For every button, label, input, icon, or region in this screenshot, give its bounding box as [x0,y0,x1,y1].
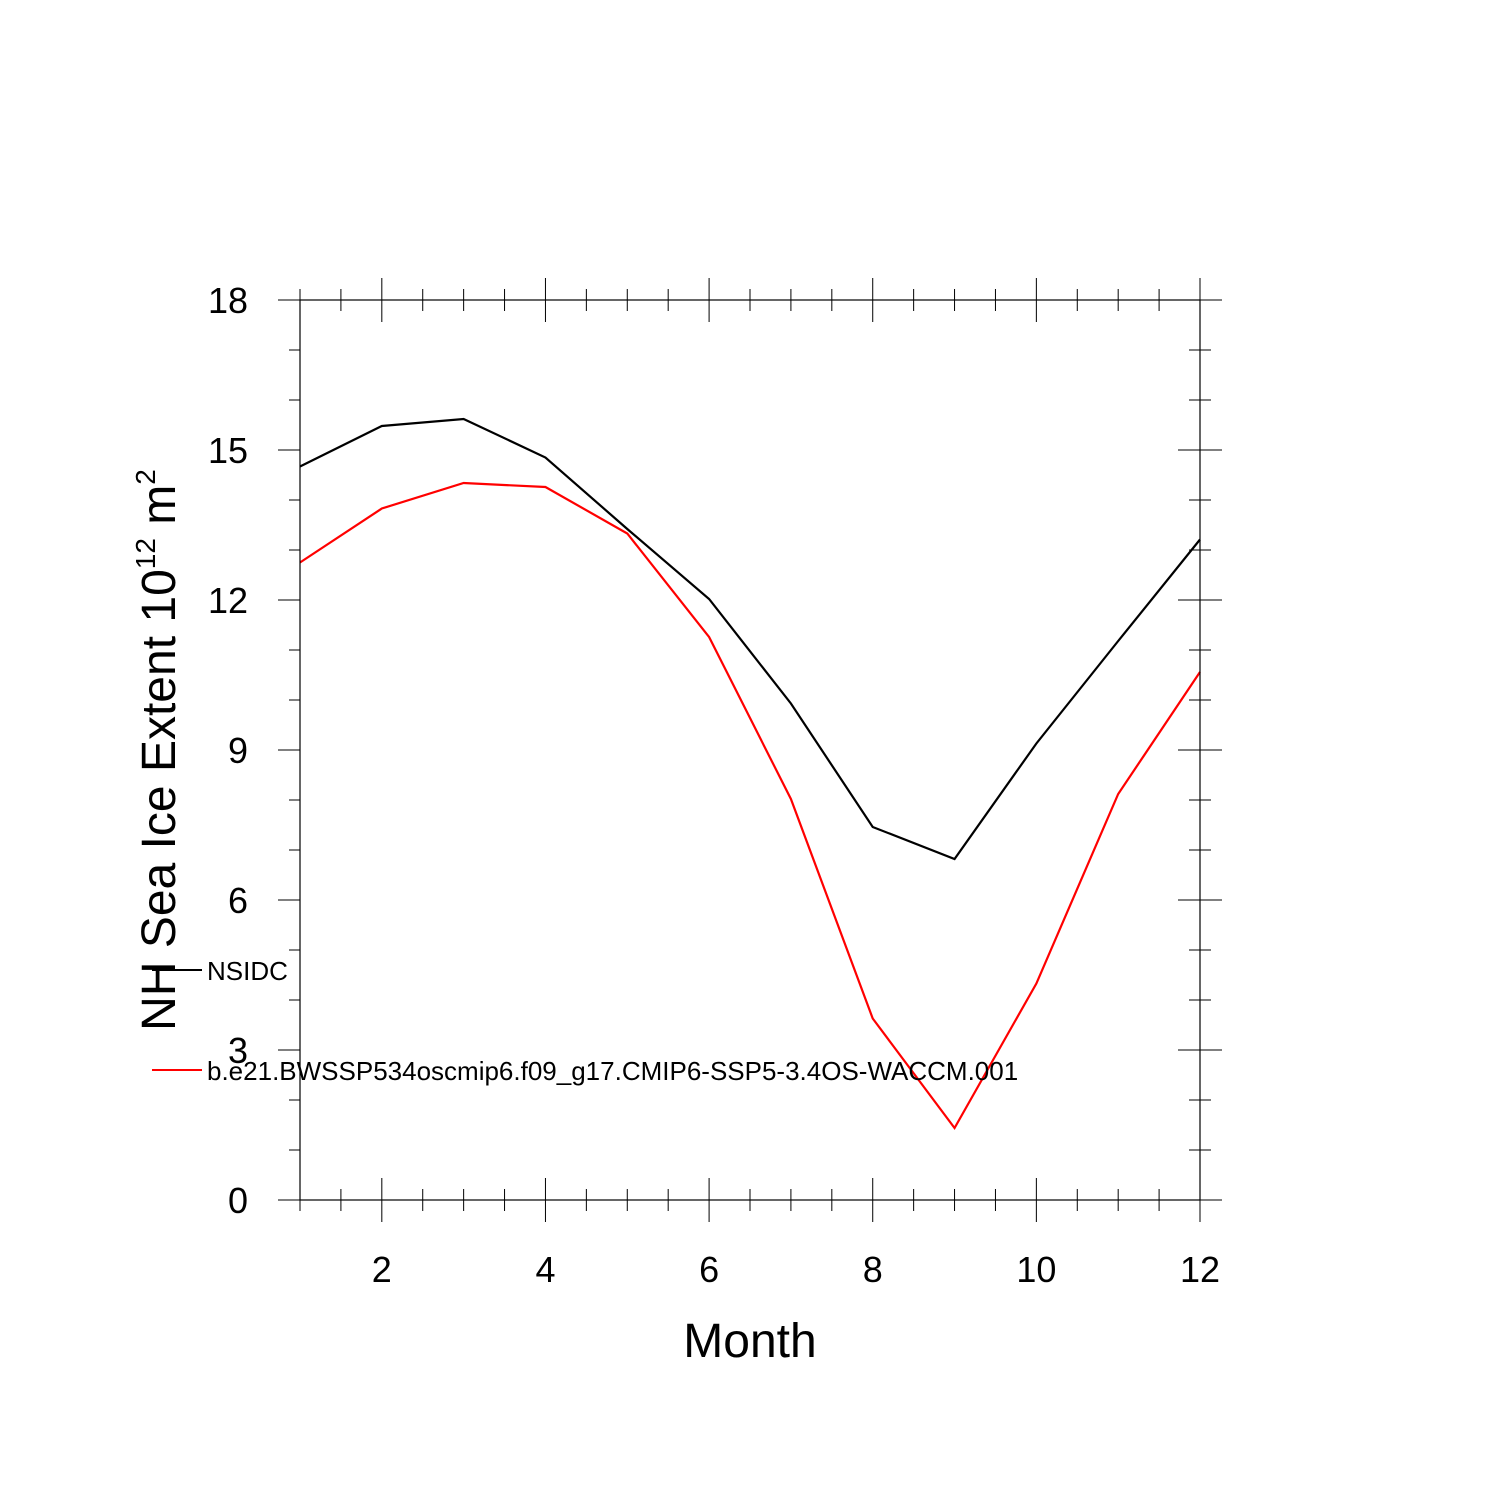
x-tick-label: 10 [1016,1249,1056,1290]
y-axis-label-exponent-2: 2 [130,469,161,485]
series-line-waccm [299,481,1201,1131]
legend-label-waccm: b.e21.BWSSP534oscmip6.f09_g17.CMIP6-SSP5… [207,1056,1018,1086]
y-tick-label: 9 [228,730,248,771]
plot-frame [299,299,1201,1201]
x-tick-label: 8 [863,1249,883,1290]
series-lines [299,417,1201,1131]
y-axis-label-exponent-1: 12 [130,538,161,569]
x-tick-label: 2 [372,1249,392,1290]
legend-label-nsidc: NSIDC [207,956,288,986]
x-tick-label: 6 [699,1249,719,1290]
y-axis-label-unit: m [133,485,186,538]
x-tick-label: 12 [1180,1249,1220,1290]
y-tick-label: 6 [228,880,248,921]
y-tick-label: 3 [228,1030,248,1071]
x-axis-label: Month [683,1315,816,1368]
y-axis-label-prefix: NH Sea Ice Extent 10 [133,569,186,1031]
legend: NSIDC b.e21.BWSSP534oscmip6.f09_g17.CMIP… [152,956,1018,1086]
y-tick-label: 0 [228,1180,248,1221]
y-tick-label: 18 [208,280,248,321]
y-tick-label: 12 [208,580,248,621]
series-line-nsidc [299,417,1201,861]
x-tick-label: 4 [535,1249,555,1290]
y-axis-label: NH Sea Ice Extent 1012 m2 [130,469,186,1031]
tick-labels: 2 4 6 8 10 12 0 3 6 9 12 15 18 [208,280,1220,1290]
y-tick-label: 15 [208,430,248,471]
